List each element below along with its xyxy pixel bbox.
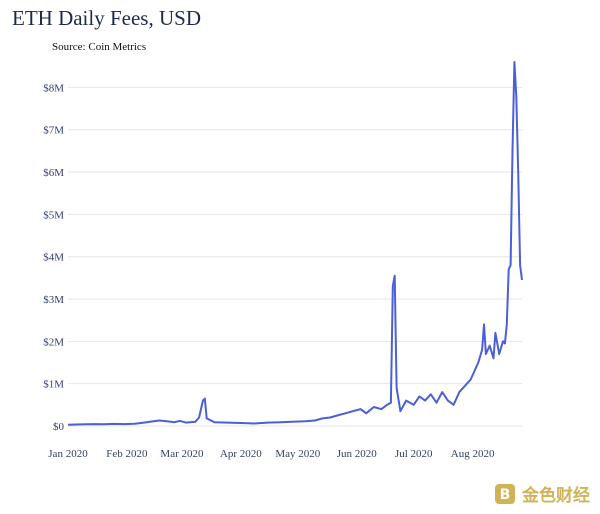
y-tick-label: $0 bbox=[53, 421, 65, 433]
chart-title: ETH Daily Fees, USD bbox=[12, 6, 201, 30]
watermark: B 金色财经 bbox=[494, 481, 590, 506]
y-tick-label: $8M bbox=[43, 82, 64, 94]
y-tick-label: $4M bbox=[43, 252, 64, 264]
x-tick-label: Aug 2020 bbox=[451, 448, 495, 460]
y-tick-label: $6M bbox=[43, 167, 64, 179]
x-tick-label: Jul 2020 bbox=[395, 448, 433, 460]
x-axis: Jan 2020 Feb 2020 Mar 2020 Apr 2020 May 2020… bbox=[48, 448, 495, 460]
x-tick-label: Feb 2020 bbox=[106, 448, 148, 460]
gridlines bbox=[68, 86, 522, 427]
fees-series bbox=[67, 61, 523, 426]
watermark-text: 金色财经 bbox=[522, 486, 590, 506]
y-tick-label: $2M bbox=[43, 336, 64, 348]
y-tick-label: $3M bbox=[43, 294, 64, 306]
y-tick-label: $5M bbox=[43, 209, 64, 221]
x-tick-label: Jan 2020 bbox=[48, 448, 88, 460]
y-tick-label: $1M bbox=[43, 379, 64, 391]
y-tick-label: $7M bbox=[43, 125, 64, 137]
brand-logo-icon: B bbox=[495, 483, 515, 504]
y-axis: $0 $1M $2M $3M $4M $5M $6M $7M $8M bbox=[43, 82, 64, 433]
chart-source: Source: Coin Metrics bbox=[52, 41, 147, 53]
x-tick-label: Mar 2020 bbox=[160, 448, 204, 460]
svg-text:B: B bbox=[500, 487, 511, 503]
x-tick-label: Jun 2020 bbox=[337, 448, 378, 460]
x-tick-label: Apr 2020 bbox=[220, 448, 262, 460]
fees-line bbox=[67, 61, 523, 426]
x-tick-label: May 2020 bbox=[275, 448, 320, 460]
